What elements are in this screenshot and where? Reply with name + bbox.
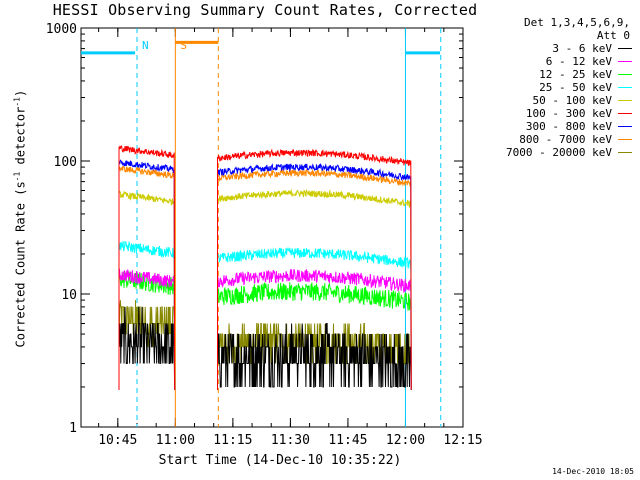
chart-title: HESSI Observing Summary Count Rates, Cor… bbox=[52, 1, 478, 19]
legend-entry: 800 - 7000 keV bbox=[476, 133, 636, 146]
legend-header-attenuator: Att 0 bbox=[596, 29, 630, 42]
y-tick-label: 10 bbox=[61, 288, 77, 303]
series-trace-100-300-kev bbox=[118, 145, 176, 390]
x-tick-label: 12:15 bbox=[443, 433, 482, 448]
series-trace-800-7000-kev bbox=[217, 168, 412, 390]
series-trace-800-7000-kev bbox=[118, 165, 176, 390]
legend-entry-label: 100 - 300 keV bbox=[525, 107, 612, 120]
flag-marker-label: S bbox=[180, 39, 187, 52]
legend-entry: 6 - 12 keV bbox=[476, 55, 636, 68]
x-tick-label: 10:45 bbox=[98, 433, 137, 448]
legend-entry-label: 6 - 12 keV bbox=[545, 55, 612, 68]
legend-entry-label: 25 - 50 keV bbox=[539, 81, 612, 94]
series-trace-300-800-kev bbox=[217, 162, 412, 390]
legend-swatch bbox=[618, 152, 632, 153]
legend-swatch bbox=[618, 87, 632, 88]
x-tick-label: 11:15 bbox=[213, 433, 252, 448]
plot-area: 1 10 100 1000 10:45 11:00 11:15 11:30 11:45 12:00… bbox=[46, 22, 483, 448]
footer-timestamp: 14-Dec-2010 18:05 bbox=[552, 467, 634, 476]
legend-swatch bbox=[618, 126, 632, 127]
legend-entry-label: 7000 - 20000 keV bbox=[506, 146, 612, 159]
legend-swatch bbox=[618, 74, 632, 75]
y-tick-label: 100 bbox=[54, 155, 77, 170]
y-axis-label: Corrected Count Rate (s-1 detector-1) bbox=[12, 89, 28, 348]
legend-entry: 100 - 300 keV bbox=[476, 107, 636, 120]
legend-entry: 25 - 50 keV bbox=[476, 81, 636, 94]
legend-swatch bbox=[618, 48, 632, 49]
legend-swatch bbox=[618, 100, 632, 101]
plot-frame bbox=[80, 27, 464, 428]
series-trace-50-100-kev bbox=[217, 188, 412, 390]
series-trace-25-50-kev bbox=[217, 246, 412, 390]
x-tick-label: 12:00 bbox=[386, 433, 425, 448]
legend-entry-label: 300 - 800 keV bbox=[525, 120, 612, 133]
legend-entry: 12 - 25 keV bbox=[476, 68, 636, 81]
legend-entry: 50 - 100 keV bbox=[476, 94, 636, 107]
legend-swatch bbox=[618, 61, 632, 62]
series-trace-3-6-kev bbox=[118, 306, 176, 390]
y-tick-label: 1 bbox=[69, 421, 77, 436]
legend-entry: 300 - 800 keV bbox=[476, 120, 636, 133]
legend-swatch bbox=[618, 139, 632, 140]
x-axis-label: Start Time (14-Dec-10 10:35:22) bbox=[158, 453, 402, 468]
legend: Det 1,3,4,5,6,9, Att 0 3 - 6 keV 6 - 12 k… bbox=[476, 16, 636, 159]
legend-entry: 3 - 6 keV bbox=[476, 42, 636, 55]
y-tick-label: 1000 bbox=[46, 22, 77, 37]
legend-entry: 7000 - 20000 keV bbox=[476, 146, 636, 159]
legend-entry-label: 50 - 100 keV bbox=[532, 94, 612, 107]
series-trace-25-50-kev bbox=[118, 240, 176, 390]
series-trace-100-300-kev bbox=[217, 148, 412, 390]
series-trace-50-100-kev bbox=[118, 190, 176, 390]
x-tick-label: 11:00 bbox=[156, 433, 195, 448]
legend-header-detectors: Det 1,3,4,5,6,9, bbox=[524, 16, 630, 29]
x-tick-label: 11:30 bbox=[271, 433, 310, 448]
legend-entry-label: 800 - 7000 keV bbox=[519, 133, 612, 146]
flag-marker-label: N bbox=[142, 39, 149, 52]
series-trace-12-25-kev bbox=[217, 282, 412, 390]
legend-entry-label: 12 - 25 keV bbox=[539, 68, 612, 81]
legend-entry-label: 3 - 6 keV bbox=[552, 42, 612, 55]
series-trace-6-12-kev bbox=[118, 266, 176, 390]
series-trace-6-12-kev bbox=[217, 268, 412, 390]
series-trace-300-800-kev bbox=[118, 159, 176, 390]
x-tick-label: 11:45 bbox=[328, 433, 367, 448]
legend-swatch bbox=[618, 113, 632, 114]
series-trace-3-6-kev bbox=[217, 323, 412, 390]
